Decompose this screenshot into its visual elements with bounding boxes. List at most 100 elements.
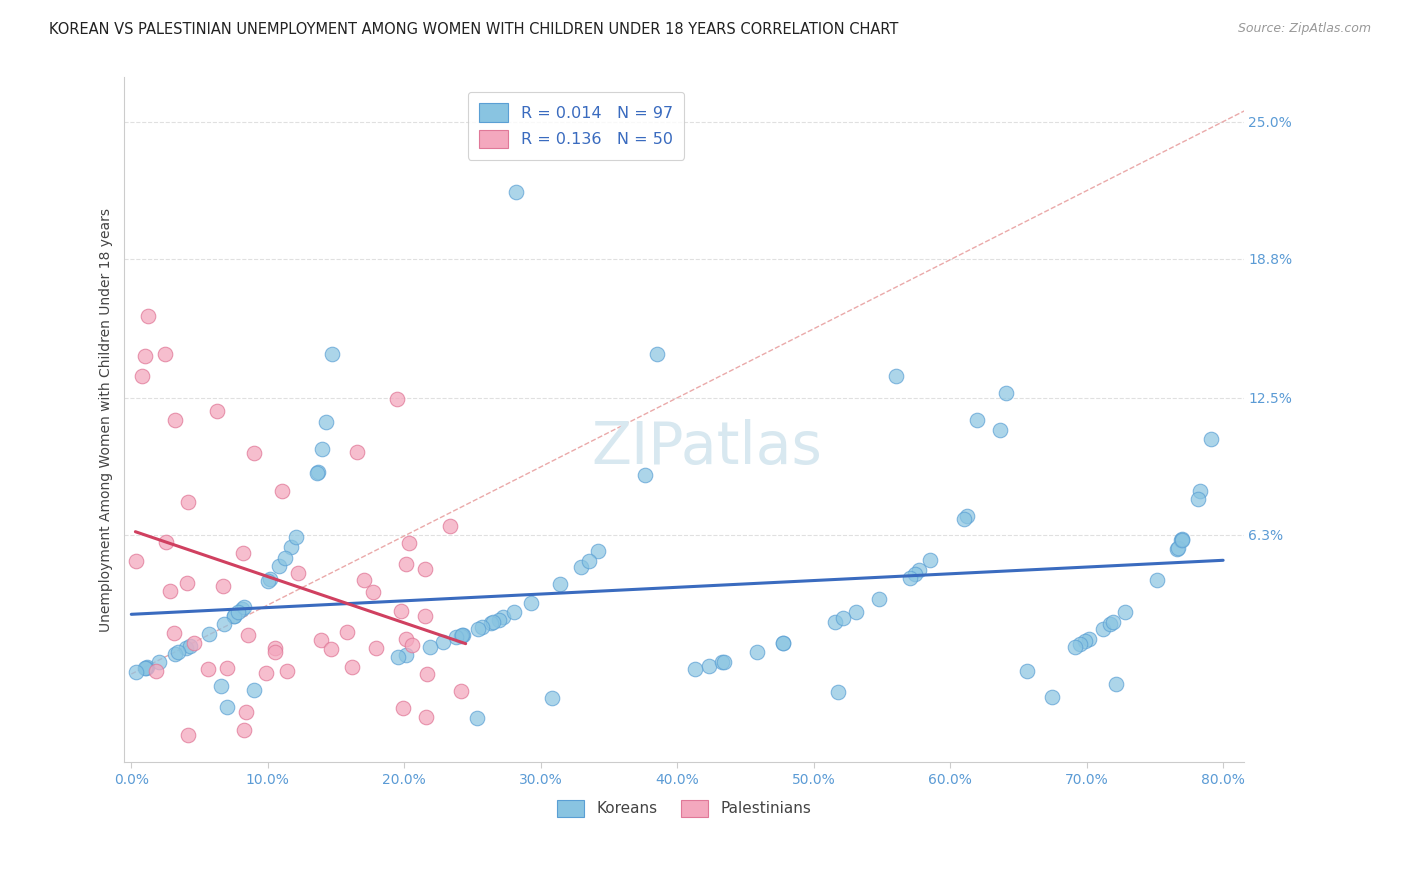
Point — [385, 392, 408, 406]
Point — [228, 605, 250, 619]
Point — [413, 609, 436, 624]
Point — [395, 557, 418, 571]
Point — [215, 661, 238, 675]
Point — [264, 640, 287, 655]
Point — [136, 309, 159, 323]
Point — [416, 667, 439, 681]
Point — [257, 574, 280, 589]
Point — [1074, 634, 1097, 648]
Point — [1146, 573, 1168, 587]
Point — [956, 508, 979, 523]
Point — [311, 442, 333, 457]
Point — [307, 465, 329, 479]
Point — [1166, 541, 1188, 556]
Point — [254, 666, 277, 681]
Point — [415, 710, 437, 724]
Point — [280, 540, 302, 554]
Point — [212, 579, 235, 593]
Point — [401, 639, 423, 653]
Point — [231, 602, 253, 616]
Point — [212, 616, 235, 631]
Point — [953, 512, 976, 526]
Point — [1064, 640, 1087, 654]
Point — [336, 624, 359, 639]
Point — [1099, 617, 1122, 632]
Point — [419, 640, 441, 654]
Point — [824, 615, 846, 629]
Point — [177, 495, 200, 509]
Point — [135, 661, 157, 675]
Point — [176, 576, 198, 591]
Point — [321, 346, 343, 360]
Point — [287, 566, 309, 581]
Point — [588, 544, 610, 558]
Point — [908, 563, 931, 577]
Point — [1187, 491, 1209, 506]
Point — [389, 604, 412, 618]
Point — [904, 567, 927, 582]
Point — [1171, 532, 1194, 546]
Point — [271, 484, 294, 499]
Y-axis label: Unemployment Among Women with Children Under 18 years: Unemployment Among Women with Children U… — [100, 208, 114, 632]
Point — [177, 728, 200, 742]
Point — [505, 186, 527, 200]
Point — [179, 639, 201, 653]
Point — [174, 640, 197, 655]
Point — [274, 550, 297, 565]
Point — [319, 642, 342, 657]
Point — [159, 584, 181, 599]
Point — [451, 628, 474, 642]
Point — [264, 645, 287, 659]
Point — [232, 600, 254, 615]
Point — [884, 368, 907, 383]
Point — [243, 682, 266, 697]
Point — [269, 559, 291, 574]
Point — [307, 466, 329, 480]
Point — [163, 647, 186, 661]
Point — [1092, 622, 1115, 636]
Point — [346, 445, 368, 459]
Point — [198, 627, 221, 641]
Point — [125, 665, 148, 679]
Point — [395, 632, 418, 647]
Point — [236, 628, 259, 642]
Point — [222, 608, 245, 623]
Point — [450, 683, 472, 698]
Point — [167, 645, 190, 659]
Point — [481, 615, 503, 630]
Point — [259, 572, 281, 586]
Point — [197, 662, 219, 676]
Point — [215, 700, 238, 714]
Point — [155, 535, 177, 549]
Point — [361, 585, 384, 599]
Point — [479, 616, 502, 631]
Point — [315, 415, 337, 429]
Point — [413, 562, 436, 576]
Point — [387, 650, 409, 665]
Point — [827, 685, 849, 699]
Point — [392, 701, 415, 715]
Point — [995, 385, 1018, 400]
Point — [920, 553, 942, 567]
Point — [222, 608, 245, 623]
Point — [578, 553, 600, 567]
Point — [868, 591, 890, 606]
Point — [465, 711, 488, 725]
Point — [309, 633, 332, 648]
Point — [1015, 664, 1038, 678]
Point — [1069, 637, 1091, 651]
Point — [451, 628, 474, 642]
Point — [520, 596, 543, 610]
Point — [1114, 605, 1136, 619]
Point — [125, 554, 148, 568]
Point — [832, 611, 855, 625]
Point — [207, 404, 229, 418]
Point — [772, 636, 794, 650]
Point — [541, 690, 564, 705]
Point — [470, 620, 492, 634]
Point — [845, 605, 868, 619]
Text: Source: ZipAtlas.com: Source: ZipAtlas.com — [1237, 22, 1371, 36]
Point — [432, 635, 454, 649]
Point — [550, 577, 572, 591]
Point — [1101, 615, 1123, 630]
